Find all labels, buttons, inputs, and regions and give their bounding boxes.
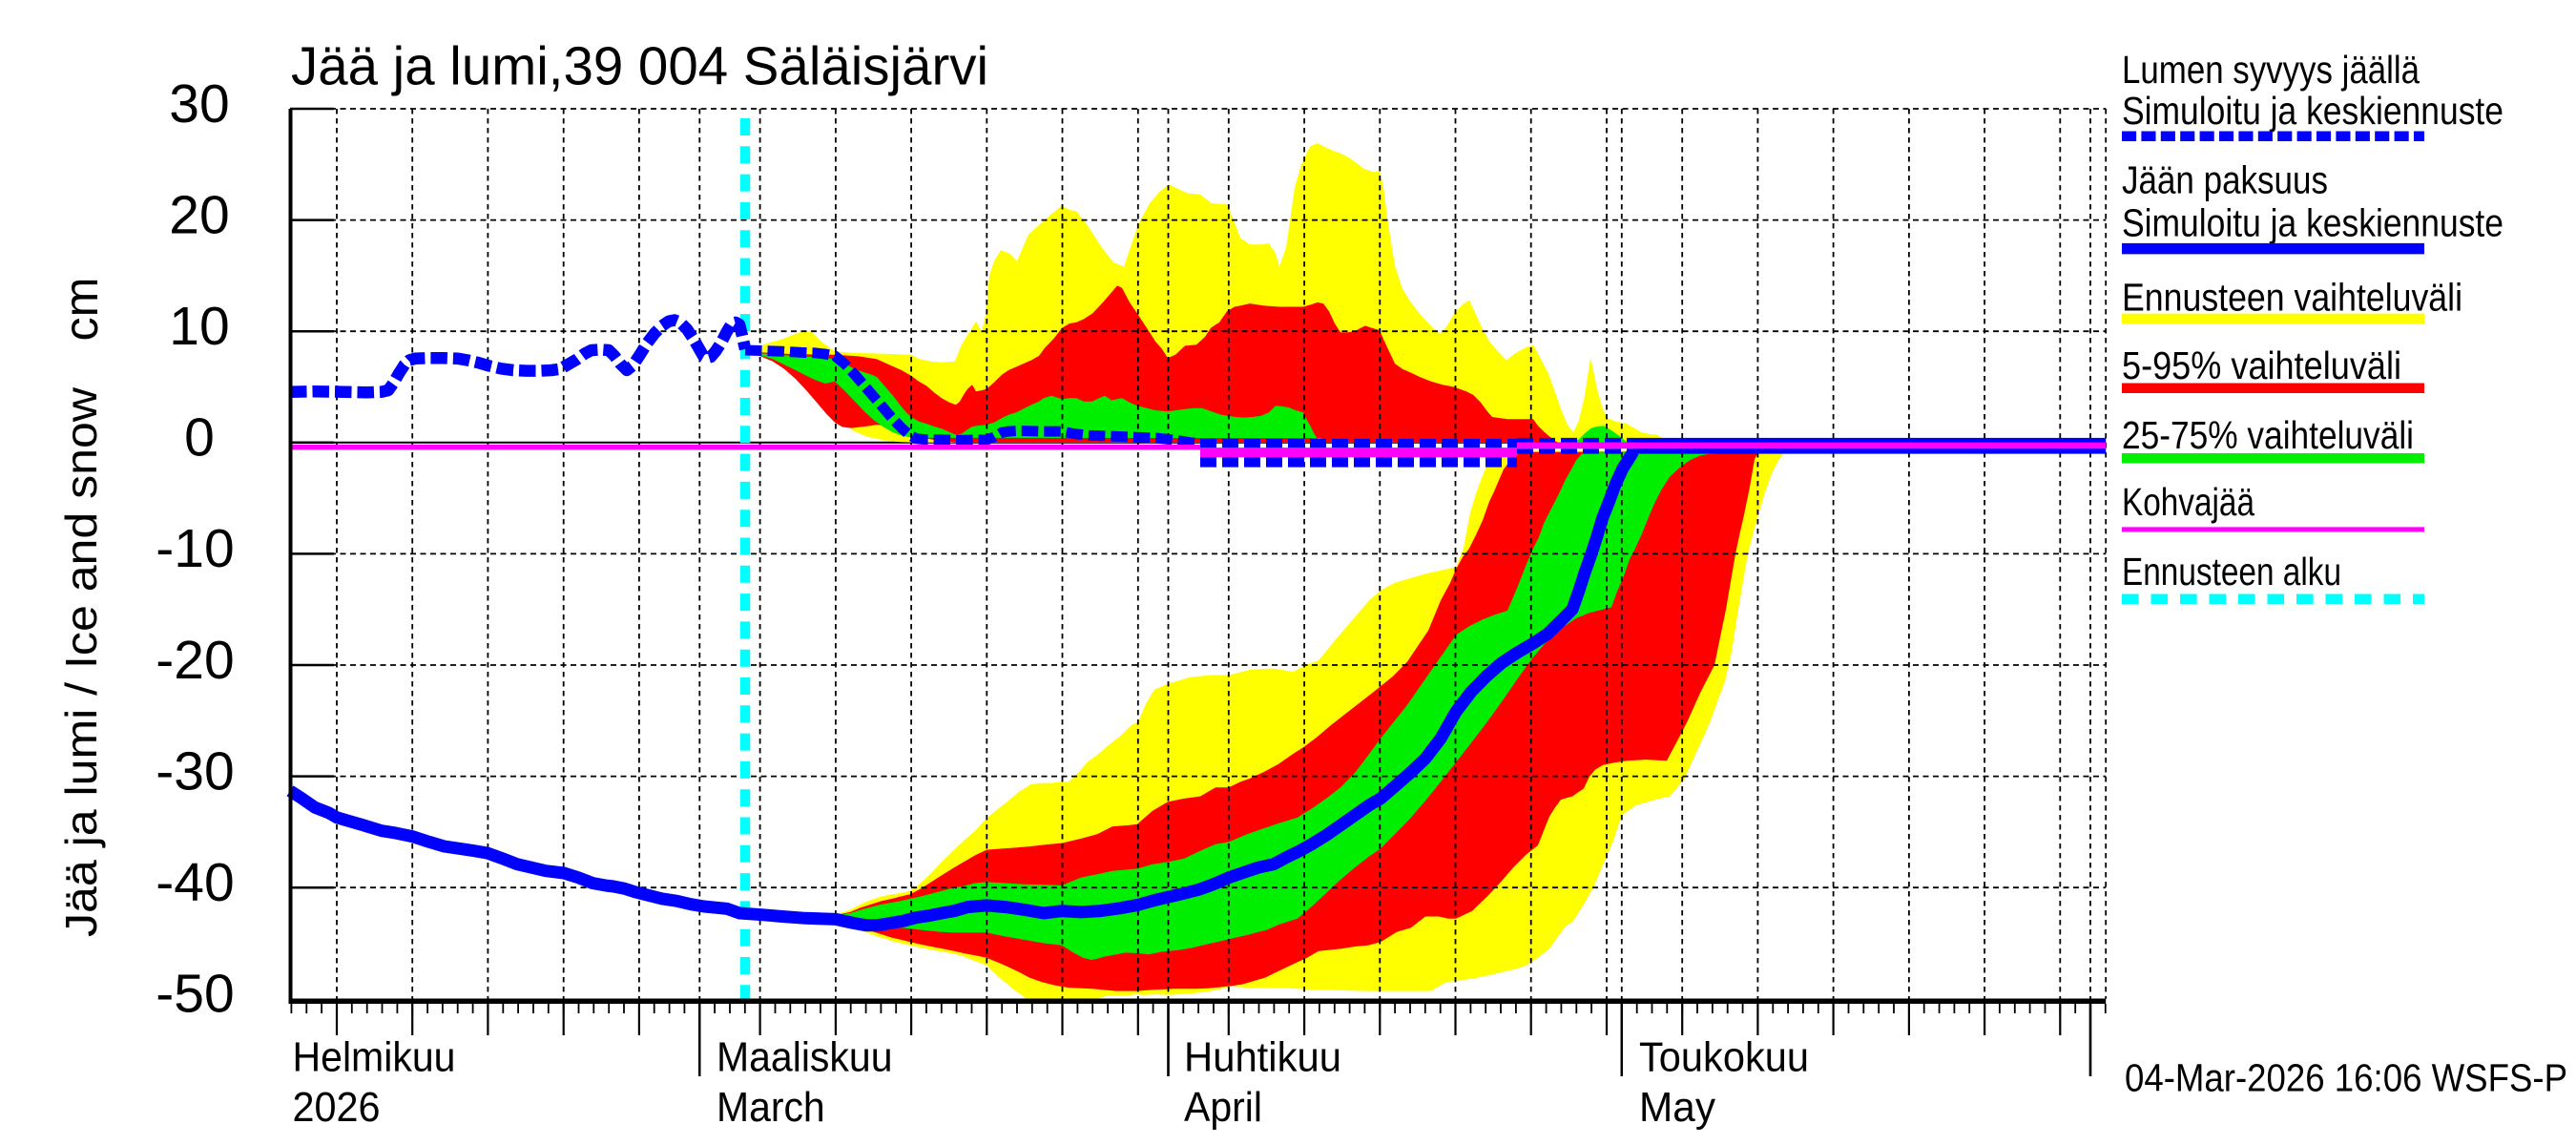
svg-text:2026: 2026: [293, 1084, 381, 1131]
svg-text:Helmikuu: Helmikuu: [293, 1034, 456, 1081]
svg-text:5-95% vaihteluväli: 5-95% vaihteluväli: [2122, 344, 2401, 387]
svg-text:Ennusteen vaihteluväli: Ennusteen vaihteluväli: [2122, 276, 2462, 320]
svg-text:-50: -50: [156, 964, 234, 1025]
svg-text:Simuloitu ja keskiennuste: Simuloitu ja keskiennuste: [2122, 89, 2503, 133]
svg-text:-30: -30: [156, 740, 234, 802]
svg-text:Kohvajää: Kohvajää: [2122, 480, 2254, 524]
svg-text:25-75% vaihteluväli: 25-75% vaihteluväli: [2122, 413, 2414, 457]
svg-text:Simuloitu ja keskiennuste: Simuloitu ja keskiennuste: [2122, 201, 2503, 245]
svg-text:March: March: [717, 1084, 825, 1131]
svg-text:cm: cm: [54, 278, 108, 342]
svg-text:-10: -10: [156, 518, 234, 579]
svg-text:Ennusteen alku: Ennusteen alku: [2122, 550, 2341, 593]
svg-text:-20: -20: [156, 630, 234, 691]
svg-text:May: May: [1639, 1084, 1715, 1131]
svg-text:April: April: [1184, 1084, 1262, 1131]
svg-text:20: 20: [169, 184, 229, 245]
svg-text:Huhtikuu: Huhtikuu: [1184, 1034, 1341, 1081]
svg-text:0: 0: [184, 407, 215, 468]
svg-text:Jää ja lumi / Ice and snow: Jää ja lumi / Ice and snow: [56, 386, 106, 937]
svg-text:-40: -40: [156, 852, 234, 913]
svg-text:Lumen syvyys jäällä: Lumen syvyys jäällä: [2122, 48, 2420, 92]
svg-text:30: 30: [169, 73, 229, 135]
svg-text:Jää ja lumi,39 004 Säläisjärvi: Jää ja lumi,39 004 Säläisjärvi: [291, 36, 988, 97]
svg-text:Toukokuu: Toukokuu: [1639, 1034, 1809, 1081]
svg-text:Jään paksuus: Jään paksuus: [2122, 158, 2328, 202]
svg-text:Maaliskuu: Maaliskuu: [717, 1034, 893, 1081]
svg-text:10: 10: [169, 296, 229, 357]
svg-text:04-Mar-2026 16:06 WSFS-P: 04-Mar-2026 16:06 WSFS-P: [2125, 1056, 2567, 1100]
